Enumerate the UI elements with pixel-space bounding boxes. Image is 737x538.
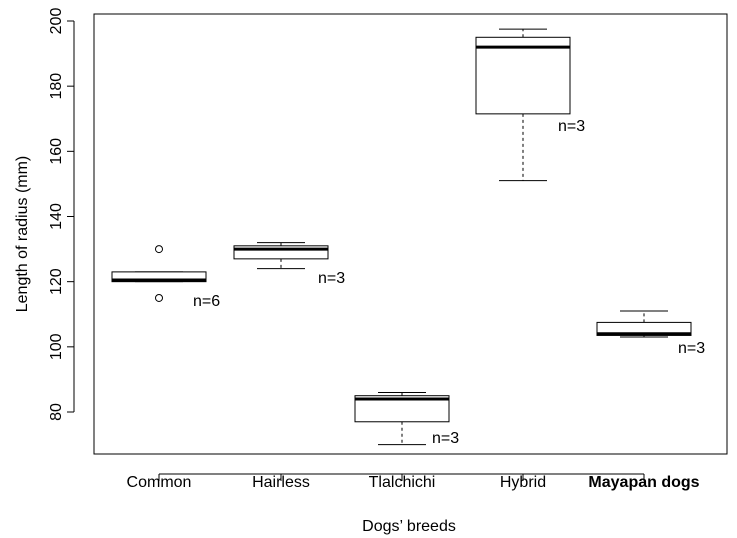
sample-size-label: n=3 [678,340,705,357]
y-tick-label: 200 [48,8,65,35]
outlier-point [155,293,163,302]
y-tick-label: 180 [48,73,65,100]
sample-size-label: n=3 [318,270,345,287]
x-tick-label: Tlalchichi [369,474,436,491]
box-hairless: n=3 [233,242,345,287]
box-mayapan-dogs: n=3 [596,310,705,357]
sample-size-label: n=3 [558,118,585,135]
box-iqr [596,321,692,336]
box-common: n=6 [111,245,220,310]
y-tick-label: 140 [48,203,65,230]
box-iqr [475,36,571,115]
y-axis: 80 100 120 140 160 180 200 [48,8,75,421]
x-axis: Common Hairless Tlalchichi Hybrid Mayapan do… [127,473,700,491]
sample-size-label: n=3 [432,430,459,447]
box-tlalchichi: n=3 [354,391,459,447]
box-hybrid: n=3 [475,28,585,182]
outlier-point [155,245,163,254]
x-tick-label: Hybrid [500,474,546,491]
y-tick-label: 100 [48,333,65,360]
x-tick-label: Mayapan dogs [588,474,699,491]
boxes-group: n=6 n=3 n=3 n=3 n=3 [111,28,705,447]
y-axis-title: Length of radius (mm) [14,156,31,313]
y-tick-label: 120 [48,268,65,295]
plot-frame [93,13,728,455]
sample-size-label: n=6 [193,293,220,310]
x-tick-label: Common [127,474,192,491]
x-axis-title: Dogs’ breeds [362,518,456,535]
box-iqr [111,271,207,283]
y-tick-label: 160 [48,138,65,165]
y-tick-label: 80 [48,403,65,421]
x-tick-label: Hairless [252,474,310,491]
